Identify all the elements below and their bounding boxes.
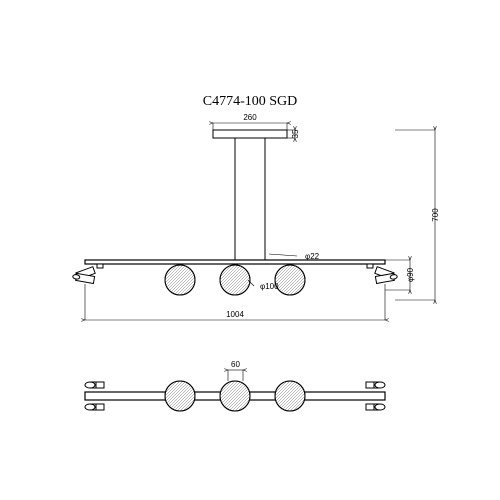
technical-drawing: C4774-100 SGD 260 35 1004 700 φ90 φ22 φ100 60 bbox=[0, 0, 500, 500]
svg-text:φ100: φ100 bbox=[260, 282, 279, 291]
svg-text:1004: 1004 bbox=[226, 310, 244, 319]
svg-text:700: 700 bbox=[431, 208, 440, 222]
svg-text:260: 260 bbox=[243, 113, 257, 122]
svg-text:φ90: φ90 bbox=[406, 267, 415, 282]
svg-text:60: 60 bbox=[231, 360, 240, 369]
svg-text:φ22: φ22 bbox=[305, 252, 320, 261]
svg-text:35: 35 bbox=[291, 129, 300, 138]
drawing-title: C4774-100 SGD bbox=[203, 94, 298, 109]
